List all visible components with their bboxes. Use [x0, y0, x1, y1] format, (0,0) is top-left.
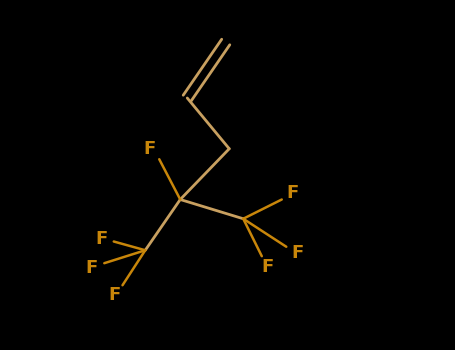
Text: F: F — [286, 184, 298, 202]
Text: F: F — [261, 258, 273, 276]
Text: F: F — [143, 140, 156, 158]
Text: F: F — [96, 230, 108, 248]
Text: F: F — [109, 286, 121, 304]
Text: F: F — [86, 259, 98, 277]
Text: F: F — [291, 244, 303, 262]
